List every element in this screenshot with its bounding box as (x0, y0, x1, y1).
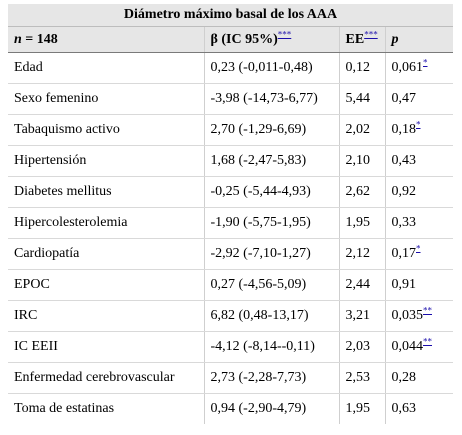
row-p-cell: 0,28 (385, 362, 454, 394)
n-value: = 148 (21, 31, 58, 47)
table-row: Hipertensión 1,68 (-2,47-5,83) 2,10 0,43 (8, 145, 454, 177)
row-p-cell: 0,33 (385, 207, 454, 239)
row-p-value: 0,63 (391, 401, 417, 416)
row-p-value: 0,18 (391, 122, 417, 137)
row-ee: 5,44 (339, 83, 386, 115)
row-p-cell: 0,47 (385, 83, 454, 115)
row-beta: 2,70 (-1,29-6,69) (204, 114, 340, 146)
row-ee: 2,53 (339, 362, 386, 394)
row-beta: 2,73 (-2,28-7,73) (204, 362, 340, 394)
row-p-cell: 0,91 (385, 269, 454, 301)
column-header-row: n = 148 β (IC 95%)*** EE*** p (8, 26, 454, 53)
row-p-cell: 0,044** (385, 331, 454, 363)
table-row: Sexo femenino -3,98 (-14,73-6,77) 5,44 0,47 (8, 83, 454, 115)
row-p-cell: 0,63 (385, 394, 453, 425)
row-p-value: 0,92 (391, 184, 417, 199)
table-row: Cardiopatía -2,92 (-7,10-1,27) 2,12 0,17* (8, 238, 454, 270)
row-label: IRC (8, 300, 205, 332)
row-ee: 2,62 (339, 176, 386, 208)
row-p-value: 0,17 (391, 246, 417, 261)
table-row: Hipercolesterolemia -1,90 (-5,75-1,95) 1,9… (8, 207, 454, 239)
row-ee: 2,03 (339, 331, 386, 363)
row-label: Toma de estatinas (8, 393, 205, 424)
column-header-beta: β (IC 95%)*** (204, 26, 340, 53)
row-label: Enfermedad cerebrovascular (8, 362, 205, 394)
row-beta: -4,12 (-8,14--0,11) (204, 331, 340, 363)
row-beta: 6,82 (0,48-13,17) (204, 300, 340, 332)
row-p-cell: 0,035** (385, 300, 454, 332)
regression-table: Diámetro máximo basal de los AAA n = 148… (8, 4, 454, 425)
row-p-value: 0,28 (391, 370, 417, 385)
row-p-value: 0,33 (391, 215, 417, 230)
ee-footnote-link[interactable]: *** (364, 28, 378, 39)
row-label: Cardiopatía (8, 238, 205, 270)
ee-label: EE (345, 31, 365, 47)
row-beta: 0,23 (-0,011-0,48) (204, 52, 340, 84)
row-label: Hipercolesterolemia (8, 207, 205, 239)
n-label: n (14, 31, 22, 47)
row-p-value: 0,061 (391, 60, 424, 75)
table-row: IRC 6,82 (0,48-13,17) 3,21 0,035** (8, 300, 454, 332)
row-p-cell: 0,18* (385, 114, 454, 146)
row-label: EPOC (8, 269, 205, 301)
row-ee: 1,95 (339, 393, 386, 424)
row-p-value: 0,47 (391, 91, 417, 106)
beta-label: β (IC 95%) (210, 31, 278, 47)
row-p-cell: 0,17* (385, 238, 454, 270)
table-title: Diámetro máximo basal de los AAA (8, 4, 454, 27)
column-header-n: n = 148 (8, 26, 205, 53)
table-row: EPOC 0,27 (-4,56-5,09) 2,44 0,91 (8, 269, 454, 301)
row-label: Hipertensión (8, 145, 205, 177)
column-header-ee: EE*** (339, 26, 386, 53)
row-p-cell: 0,92 (385, 176, 454, 208)
table-row: Tabaquismo activo 2,70 (-1,29-6,69) 2,02 0,… (8, 114, 454, 146)
row-beta: 0,94 (-2,90-4,79) (204, 393, 340, 424)
row-beta: -1,90 (-5,75-1,95) (204, 207, 340, 239)
row-p-footnote-link[interactable]: * (423, 57, 428, 68)
row-ee: 1,95 (339, 207, 386, 239)
row-p-cell: 0,061* (385, 52, 454, 84)
table-row: Toma de estatinas 0,94 (-2,90-4,79) 1,95 0,… (8, 393, 453, 425)
row-p-value: 0,43 (391, 153, 417, 168)
table-row: Edad 0,23 (-0,011-0,48) 0,12 0,061* (8, 52, 454, 84)
row-beta: 0,27 (-4,56-5,09) (204, 269, 340, 301)
row-beta: -3,98 (-14,73-6,77) (204, 83, 340, 115)
row-beta: -0,25 (-5,44-4,93) (204, 176, 340, 208)
row-label: Sexo femenino (8, 83, 205, 115)
row-p-footnote-link[interactable]: * (416, 119, 421, 130)
row-p-value: 0,035 (391, 308, 424, 323)
row-label: Diabetes mellitus (8, 176, 205, 208)
row-beta: -2,92 (-7,10-1,27) (204, 238, 340, 270)
row-p-value: 0,91 (391, 277, 417, 292)
row-p-footnote-link[interactable]: ** (423, 336, 432, 347)
row-ee: 2,10 (339, 145, 386, 177)
p-label: p (391, 31, 399, 47)
row-beta: 1,68 (-2,47-5,83) (204, 145, 340, 177)
table-row: IC EEII -4,12 (-8,14--0,11) 2,03 0,044** (8, 331, 454, 363)
row-ee: 2,44 (339, 269, 386, 301)
table-body: Edad 0,23 (-0,011-0,48) 0,12 0,061* Sexo fem… (8, 52, 454, 425)
table-row: Diabetes mellitus -0,25 (-5,44-4,93) 2,62 0… (8, 176, 454, 208)
row-label: Edad (8, 52, 205, 84)
row-p-footnote-link[interactable]: * (416, 243, 421, 254)
row-p-value: 0,044 (391, 339, 424, 354)
row-p-footnote-link[interactable]: ** (423, 305, 432, 316)
row-p-cell: 0,43 (385, 145, 454, 177)
row-label: Tabaquismo activo (8, 114, 205, 146)
row-ee: 2,02 (339, 114, 386, 146)
column-header-p: p (385, 26, 454, 53)
table-title-row: Diámetro máximo basal de los AAA (8, 4, 454, 27)
row-ee: 0,12 (339, 52, 386, 84)
beta-footnote-link[interactable]: *** (277, 28, 292, 39)
row-ee: 3,21 (339, 300, 386, 332)
row-label: IC EEII (8, 331, 205, 363)
row-ee: 2,12 (339, 238, 386, 270)
table-row: Enfermedad cerebrovascular 2,73 (-2,28-7,… (8, 362, 454, 394)
